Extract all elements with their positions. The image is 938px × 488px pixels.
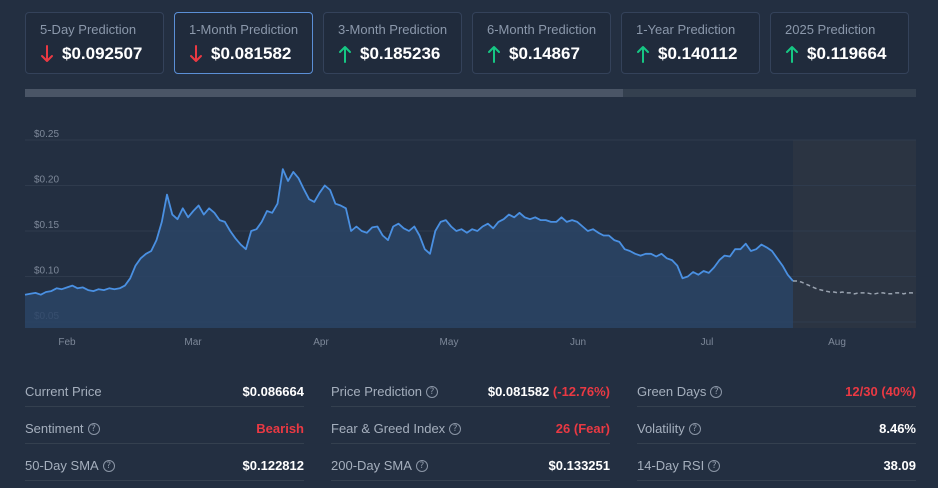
stat-change-percent: (-12.76%) xyxy=(552,384,610,399)
card-value: $0.081582 xyxy=(211,44,292,63)
stat-price-prediction: Price Prediction? $0.081582 (-12.76%) xyxy=(331,377,610,407)
info-icon[interactable]: ? xyxy=(102,459,115,472)
y-tick-label: $0.25 xyxy=(34,129,59,140)
stat-value: 12/30 (40%) xyxy=(845,384,916,399)
x-tick-label: Jun xyxy=(570,337,586,348)
card-1-year[interactable]: 1-Year Prediction $0.140112 xyxy=(621,12,760,74)
prediction-cards: 5-Day Prediction $0.092507 1-Month Predi… xyxy=(25,12,909,74)
x-tick-label: Aug xyxy=(828,337,846,348)
arrow-down-icon xyxy=(189,45,203,63)
y-tick-label: $0.10 xyxy=(34,266,59,277)
arrow-down-icon xyxy=(40,45,54,63)
x-tick-label: Mar xyxy=(184,337,202,348)
stat-value: 38.09 xyxy=(883,458,916,473)
card-1-month[interactable]: 1-Month Prediction $0.081582 xyxy=(174,12,313,74)
card-value: $0.185236 xyxy=(360,44,441,63)
x-tick-label: Jul xyxy=(701,337,714,348)
prediction-region xyxy=(793,140,916,328)
stat-fear-greed: Fear & Greed Index? 26 (Fear) xyxy=(331,414,610,444)
card-6-month[interactable]: 6-Month Prediction $0.14867 xyxy=(472,12,611,74)
stat-value: 26 (Fear) xyxy=(555,421,610,436)
stat-value: $0.081582 xyxy=(487,384,550,399)
stats-row: Sentiment? Bearish Fear & Greed Index? 2… xyxy=(25,414,916,451)
card-5-day[interactable]: 5-Day Prediction $0.092507 xyxy=(25,12,164,74)
info-icon[interactable]: ? xyxy=(708,459,721,472)
x-tick-label: May xyxy=(440,337,459,348)
arrow-up-icon xyxy=(487,45,501,63)
arrow-up-icon xyxy=(785,45,799,63)
stat-value: $0.122812 xyxy=(242,458,304,473)
info-icon[interactable]: ? xyxy=(415,459,428,472)
info-icon[interactable]: ? xyxy=(449,422,462,435)
stat-50-day-sma: 50-Day SMA? $0.122812 xyxy=(25,451,304,481)
card-value: $0.140112 xyxy=(658,44,738,63)
stat-200-day-sma: 200-Day SMA? $0.133251 xyxy=(331,451,610,481)
card-3-month[interactable]: 3-Month Prediction $0.185236 xyxy=(323,12,462,74)
stat-label: Fear & Greed Index xyxy=(331,421,446,436)
arrow-up-icon xyxy=(636,45,650,63)
stat-volatility: Volatility? 8.46% xyxy=(637,414,916,444)
scrollbar-thumb[interactable] xyxy=(25,89,623,97)
prediction-line xyxy=(793,280,917,295)
stat-sentiment: Sentiment? Bearish xyxy=(25,414,304,444)
arrow-up-icon xyxy=(338,45,352,63)
card-title: 1-Month Prediction xyxy=(189,22,299,37)
y-tick-label: $0.20 xyxy=(34,175,59,186)
card-2025[interactable]: 2025 Prediction $0.119664 xyxy=(770,12,909,74)
card-value: $0.092507 xyxy=(62,44,143,63)
stat-label: Current Price xyxy=(25,384,102,399)
stat-value: 8.46% xyxy=(879,421,916,436)
chart-scrollbar[interactable] xyxy=(25,89,916,97)
stat-label: Green Days xyxy=(637,384,707,399)
stat-label: 50-Day SMA xyxy=(25,458,99,473)
card-title: 3-Month Prediction xyxy=(338,22,448,37)
stat-green-days: Green Days? 12/30 (40%) xyxy=(637,377,916,407)
card-title: 5-Day Prediction xyxy=(40,22,137,37)
card-title: 6-Month Prediction xyxy=(487,22,597,37)
stats-row: 50-Day SMA? $0.122812 200-Day SMA? $0.13… xyxy=(25,451,916,488)
card-value: $0.119664 xyxy=(807,44,887,63)
card-title: 2025 Prediction xyxy=(785,22,876,37)
info-icon[interactable]: ? xyxy=(688,422,701,435)
stat-value: Bearish xyxy=(256,421,304,436)
card-value: $0.14867 xyxy=(509,44,580,63)
info-icon[interactable]: ? xyxy=(710,385,723,398)
stat-value: $0.086664 xyxy=(242,384,304,399)
stats-table: Current Price $0.086664 Price Prediction… xyxy=(25,377,916,488)
stat-label: Volatility xyxy=(637,421,685,436)
info-icon[interactable]: ? xyxy=(426,385,439,398)
stat-value: $0.133251 xyxy=(548,458,610,473)
stat-label: Price Prediction xyxy=(331,384,423,399)
stat-label: Sentiment xyxy=(25,421,84,436)
x-tick-label: Apr xyxy=(313,337,329,348)
price-area xyxy=(25,169,793,328)
stat-label: 200-Day SMA xyxy=(331,458,412,473)
stats-row: Current Price $0.086664 Price Prediction… xyxy=(25,377,916,414)
stat-14-day-rsi: 14-Day RSI? 38.09 xyxy=(637,451,916,481)
info-icon[interactable]: ? xyxy=(87,422,100,435)
price-chart[interactable]: $0.25$0.20$0.15$0.10$0.05FebMarAprMayJun… xyxy=(0,110,938,350)
x-tick-label: Feb xyxy=(58,337,76,348)
card-title: 1-Year Prediction xyxy=(636,22,736,37)
price-line xyxy=(24,168,794,296)
stat-current-price: Current Price $0.086664 xyxy=(25,377,304,407)
y-tick-label: $0.15 xyxy=(34,220,59,231)
stat-label: 14-Day RSI xyxy=(637,458,705,473)
